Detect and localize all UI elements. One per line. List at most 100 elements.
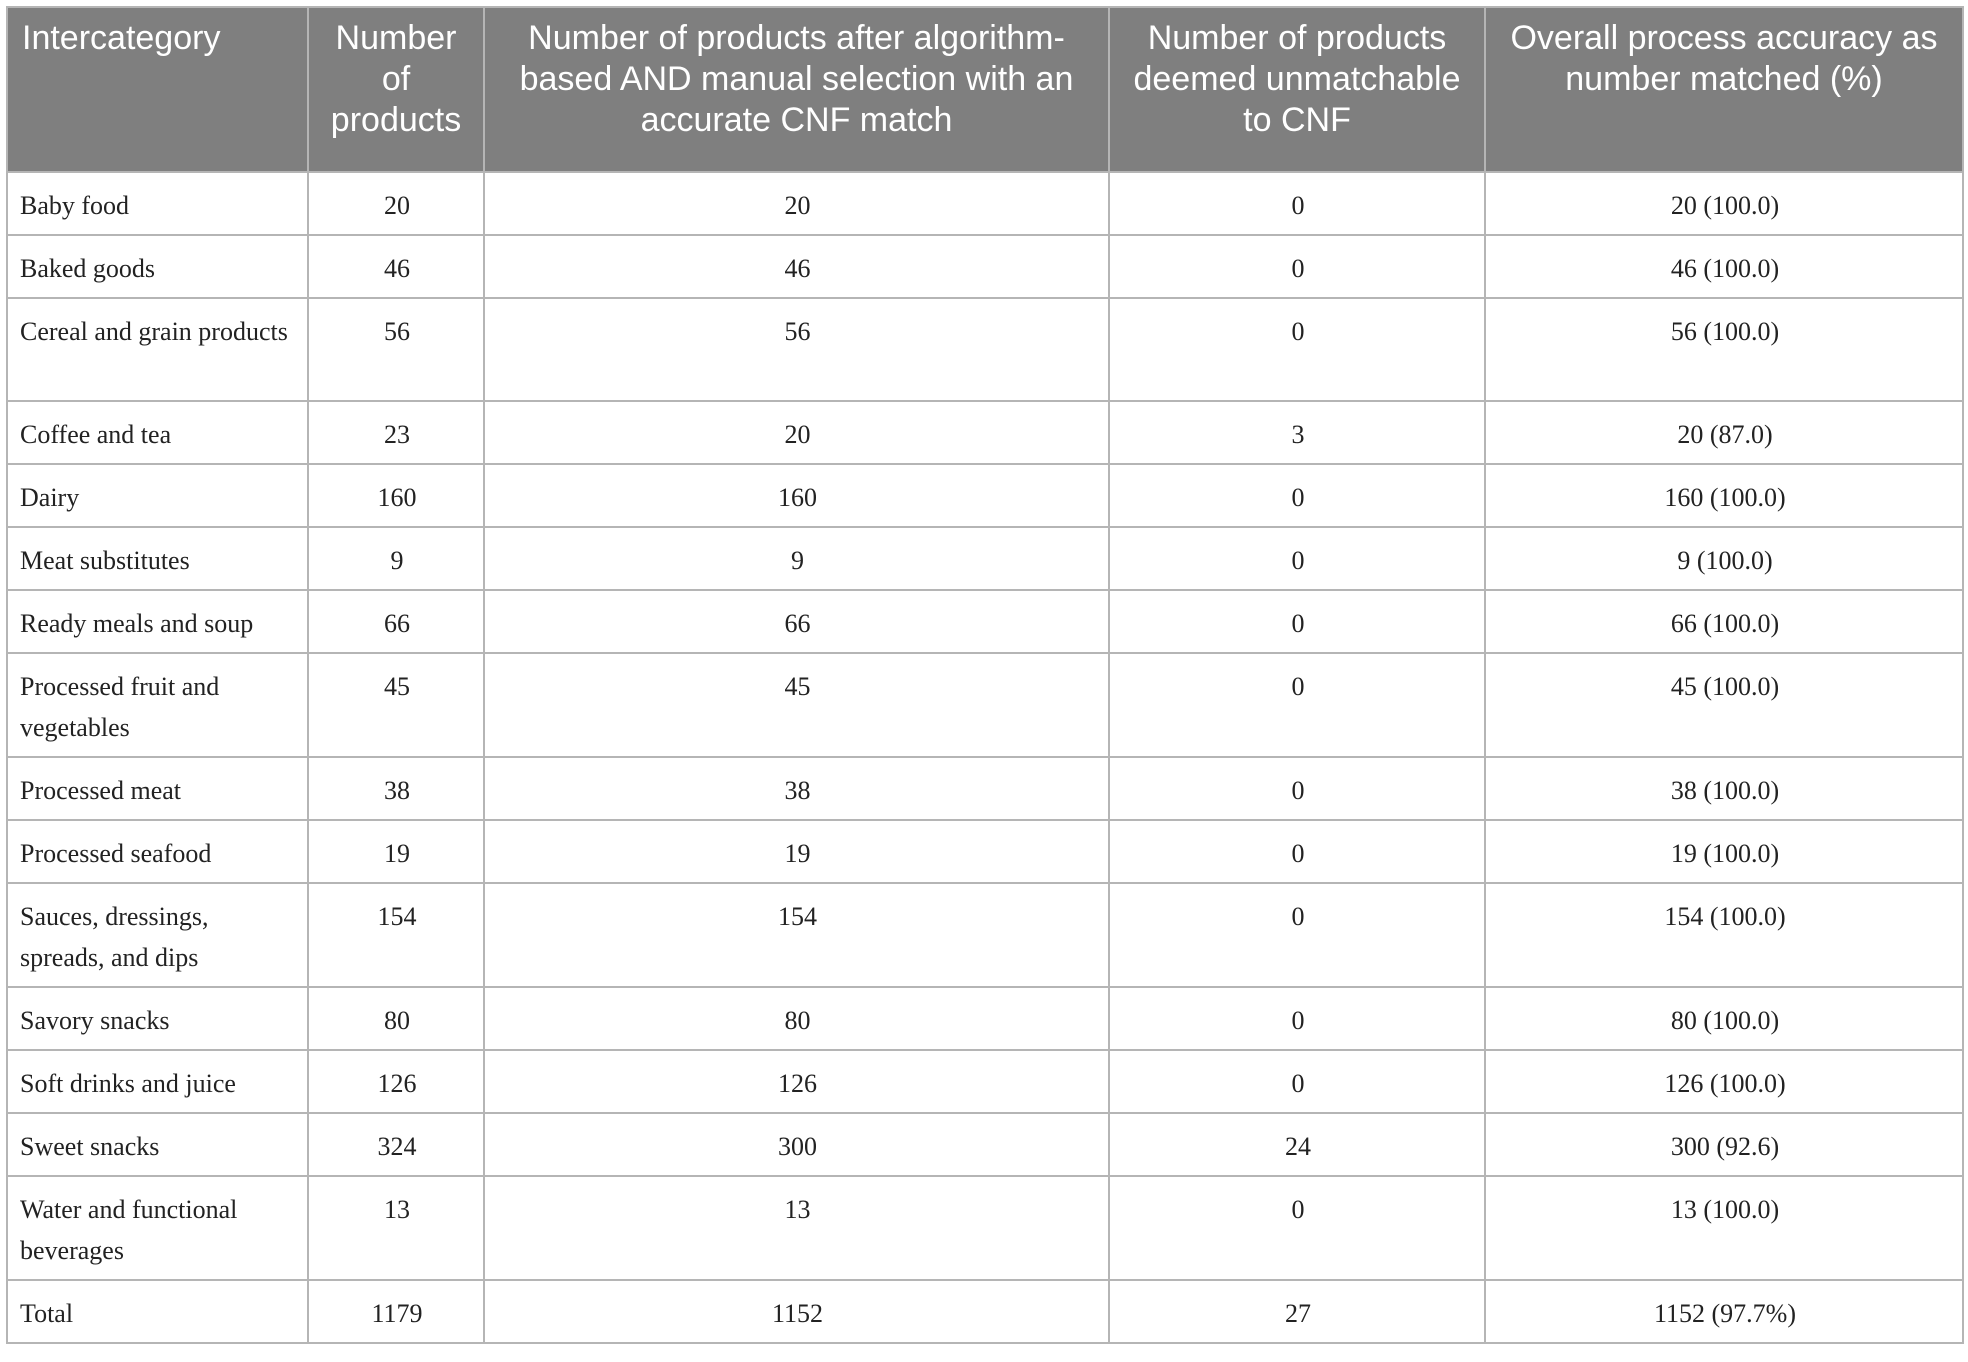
cell-accuracy: 45 (100.0) (1484, 652, 1964, 758)
cell-category: Meat substitutes (6, 526, 309, 591)
cell-accuracy: 38 (100.0) (1484, 756, 1964, 821)
cell-accuracy: 160 (100.0) (1484, 463, 1964, 528)
cell-unmatchable: 0 (1108, 1049, 1486, 1114)
cell-category: Cereal and grain products (6, 297, 309, 402)
cell-unmatchable: 0 (1108, 463, 1486, 528)
cell-matched: 66 (483, 589, 1110, 654)
cell-accuracy: 20 (100.0) (1484, 171, 1964, 236)
cell-unmatchable: 0 (1108, 297, 1486, 402)
header-intercategory: Intercategory (6, 6, 309, 173)
cell-category: Sauces, dressings, spreads, and dips (6, 882, 309, 988)
intercategory-table: Intercategory Number of products Number … (6, 6, 1964, 1344)
header-overall-accuracy: Overall process accuracy as number match… (1484, 6, 1964, 173)
table-row: Meat substitutes 9 9 0 9 (100.0) (6, 526, 1964, 591)
header-matched-products: Number of products after algorithm-based… (483, 6, 1110, 173)
cell-accuracy: 300 (92.6) (1484, 1112, 1964, 1177)
cell-accuracy: 66 (100.0) (1484, 589, 1964, 654)
cell-category: Dairy (6, 463, 309, 528)
cell-category: Soft drinks and juice (6, 1049, 309, 1114)
cell-products: 1179 (307, 1279, 485, 1344)
cell-matched: 160 (483, 463, 1110, 528)
cell-category: Ready meals and soup (6, 589, 309, 654)
cell-unmatchable: 0 (1108, 234, 1486, 299)
cell-unmatchable: 0 (1108, 171, 1486, 236)
cell-matched: 19 (483, 819, 1110, 884)
cell-category: Water and functional beverages (6, 1175, 309, 1281)
table-row: Water and functional beverages 13 13 0 1… (6, 1175, 1964, 1281)
cell-matched: 13 (483, 1175, 1110, 1281)
cell-products: 13 (307, 1175, 485, 1281)
cell-matched: 56 (483, 297, 1110, 402)
table-row: Ready meals and soup 66 66 0 66 (100.0) (6, 589, 1964, 654)
cell-matched: 300 (483, 1112, 1110, 1177)
table-row: Soft drinks and juice 126 126 0 126 (100… (6, 1049, 1964, 1114)
cell-accuracy: 1152 (97.7%) (1484, 1279, 1964, 1344)
cell-products: 19 (307, 819, 485, 884)
cell-matched: 20 (483, 171, 1110, 236)
cell-products: 66 (307, 589, 485, 654)
cell-category: Baby food (6, 171, 309, 236)
cell-category: Processed seafood (6, 819, 309, 884)
cell-unmatchable: 24 (1108, 1112, 1486, 1177)
cell-accuracy: 154 (100.0) (1484, 882, 1964, 988)
cell-matched: 45 (483, 652, 1110, 758)
cell-unmatchable: 0 (1108, 986, 1486, 1051)
table-row: Baby food 20 20 0 20 (100.0) (6, 171, 1964, 236)
cell-products: 45 (307, 652, 485, 758)
table-row: Sauces, dressings, spreads, and dips 154… (6, 882, 1964, 988)
cell-category: Processed fruit and vegetables (6, 652, 309, 758)
cell-unmatchable: 0 (1108, 589, 1486, 654)
cell-unmatchable: 0 (1108, 1175, 1486, 1281)
table-row: Baked goods 46 46 0 46 (100.0) (6, 234, 1964, 299)
cell-unmatchable: 0 (1108, 819, 1486, 884)
cell-accuracy: 9 (100.0) (1484, 526, 1964, 591)
cell-accuracy: 46 (100.0) (1484, 234, 1964, 299)
cell-unmatchable: 0 (1108, 882, 1486, 988)
table-row: Processed fruit and vegetables 45 45 0 4… (6, 652, 1964, 758)
table-row: Coffee and tea 23 20 3 20 (87.0) (6, 400, 1964, 465)
cell-unmatchable: 27 (1108, 1279, 1486, 1344)
cell-products: 56 (307, 297, 485, 402)
cell-unmatchable: 0 (1108, 756, 1486, 821)
cell-matched: 46 (483, 234, 1110, 299)
cell-products: 9 (307, 526, 485, 591)
cell-category: Coffee and tea (6, 400, 309, 465)
table-row: Savory snacks 80 80 0 80 (100.0) (6, 986, 1964, 1051)
cell-category: Processed meat (6, 756, 309, 821)
cell-category: Savory snacks (6, 986, 309, 1051)
table-header-row: Intercategory Number of products Number … (6, 6, 1964, 173)
cell-accuracy: 80 (100.0) (1484, 986, 1964, 1051)
cell-unmatchable: 0 (1108, 652, 1486, 758)
cell-products: 154 (307, 882, 485, 988)
cell-category: Total (6, 1279, 309, 1344)
cell-matched: 80 (483, 986, 1110, 1051)
table-row: Processed seafood 19 19 0 19 (100.0) (6, 819, 1964, 884)
cell-products: 160 (307, 463, 485, 528)
cell-accuracy: 56 (100.0) (1484, 297, 1964, 402)
cell-products: 324 (307, 1112, 485, 1177)
cell-products: 38 (307, 756, 485, 821)
cell-accuracy: 19 (100.0) (1484, 819, 1964, 884)
table-row-total: Total 1179 1152 27 1152 (97.7%) (6, 1279, 1964, 1344)
table-row: Cereal and grain products 56 56 0 56 (10… (6, 297, 1964, 402)
table-row: Dairy 160 160 0 160 (100.0) (6, 463, 1964, 528)
cell-products: 23 (307, 400, 485, 465)
cell-category: Sweet snacks (6, 1112, 309, 1177)
cell-unmatchable: 3 (1108, 400, 1486, 465)
cell-matched: 38 (483, 756, 1110, 821)
cell-products: 80 (307, 986, 485, 1051)
table-row: Processed meat 38 38 0 38 (100.0) (6, 756, 1964, 821)
cell-unmatchable: 0 (1108, 526, 1486, 591)
cell-matched: 20 (483, 400, 1110, 465)
cell-category: Baked goods (6, 234, 309, 299)
data-table-container: Intercategory Number of products Number … (6, 6, 1964, 1344)
cell-products: 46 (307, 234, 485, 299)
header-number-of-products: Number of products (307, 6, 485, 173)
cell-accuracy: 126 (100.0) (1484, 1049, 1964, 1114)
cell-matched: 9 (483, 526, 1110, 591)
table-row: Sweet snacks 324 300 24 300 (92.6) (6, 1112, 1964, 1177)
cell-products: 20 (307, 171, 485, 236)
header-unmatchable-products: Number of products deemed unmatchable to… (1108, 6, 1486, 173)
cell-matched: 154 (483, 882, 1110, 988)
cell-matched: 1152 (483, 1279, 1110, 1344)
